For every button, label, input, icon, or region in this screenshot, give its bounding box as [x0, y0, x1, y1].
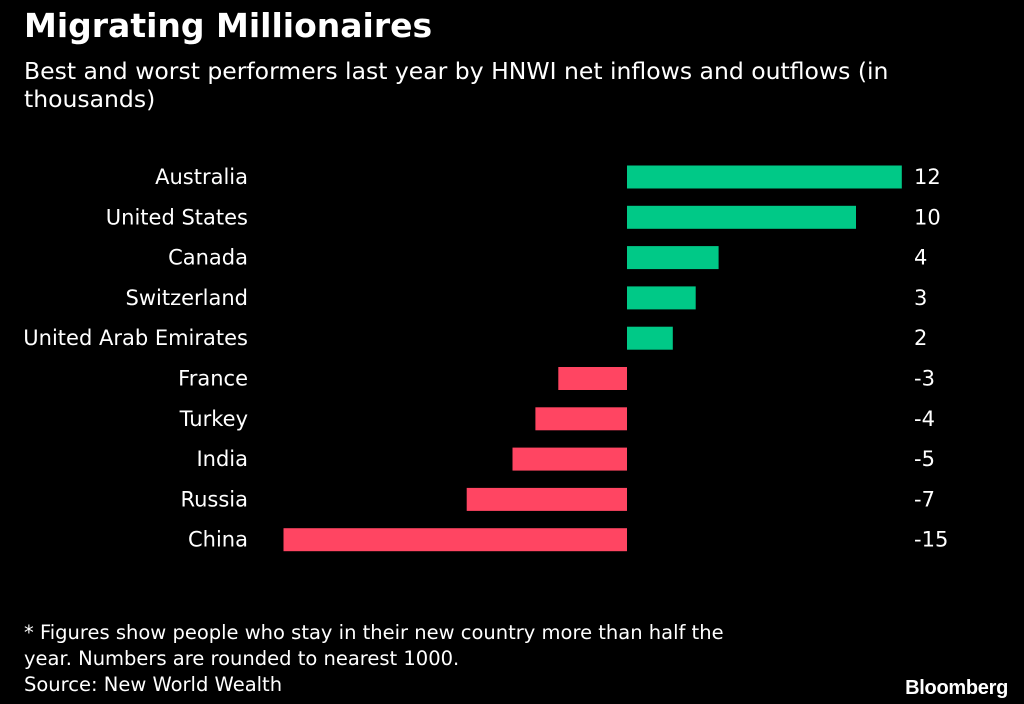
value-label: -5	[914, 447, 935, 471]
category-label: Turkey	[179, 407, 248, 431]
source-note: Source: New World Wealth	[24, 673, 283, 696]
bar	[535, 407, 627, 431]
bloomberg-logo: Bloomberg	[905, 677, 1008, 699]
value-label: 12	[914, 165, 941, 189]
value-label: 4	[914, 246, 927, 270]
footnote-line-2: year. Numbers are rounded to nearest 100…	[24, 647, 460, 670]
bar	[627, 286, 696, 310]
category-label: Russia	[180, 487, 248, 511]
footnote: * Figures show people who stay in their …	[24, 620, 844, 698]
category-label: Canada	[168, 246, 248, 270]
bar	[512, 447, 627, 471]
bars	[283, 165, 902, 552]
category-label: United States	[106, 205, 248, 229]
value-label: -7	[914, 487, 935, 511]
value-label: -3	[914, 367, 935, 391]
value-labels: 12 10 4 3 2 -3 -4 -5 -7 -15	[914, 165, 948, 552]
category-label: Australia	[155, 165, 248, 189]
category-label: China	[188, 528, 248, 552]
value-label: 10	[914, 205, 941, 229]
value-label: -15	[914, 528, 948, 552]
value-label: 3	[914, 286, 927, 310]
footnote-line-1: * Figures show people who stay in their …	[24, 621, 724, 644]
category-label: Switzerland	[126, 286, 249, 310]
category-labels: Australia United States Canada Switzerland U…	[23, 165, 248, 552]
bar	[627, 246, 719, 270]
bar	[627, 205, 856, 229]
bar	[558, 367, 627, 390]
bar-chart: Australia United States Canada Switzerland U…	[23, 165, 948, 552]
category-label: India	[196, 447, 248, 471]
category-label: France	[178, 367, 248, 391]
bar	[466, 487, 627, 511]
value-label: 2	[914, 326, 927, 350]
bar	[627, 165, 902, 189]
category-label: United Arab Emirates	[23, 326, 248, 350]
chart-title: Migrating Millionaires	[24, 6, 433, 45]
value-label: -4	[914, 407, 935, 431]
bar	[627, 326, 673, 350]
bar	[283, 528, 627, 552]
chart-subtitle: Best and worst performers last year by H…	[24, 57, 889, 113]
